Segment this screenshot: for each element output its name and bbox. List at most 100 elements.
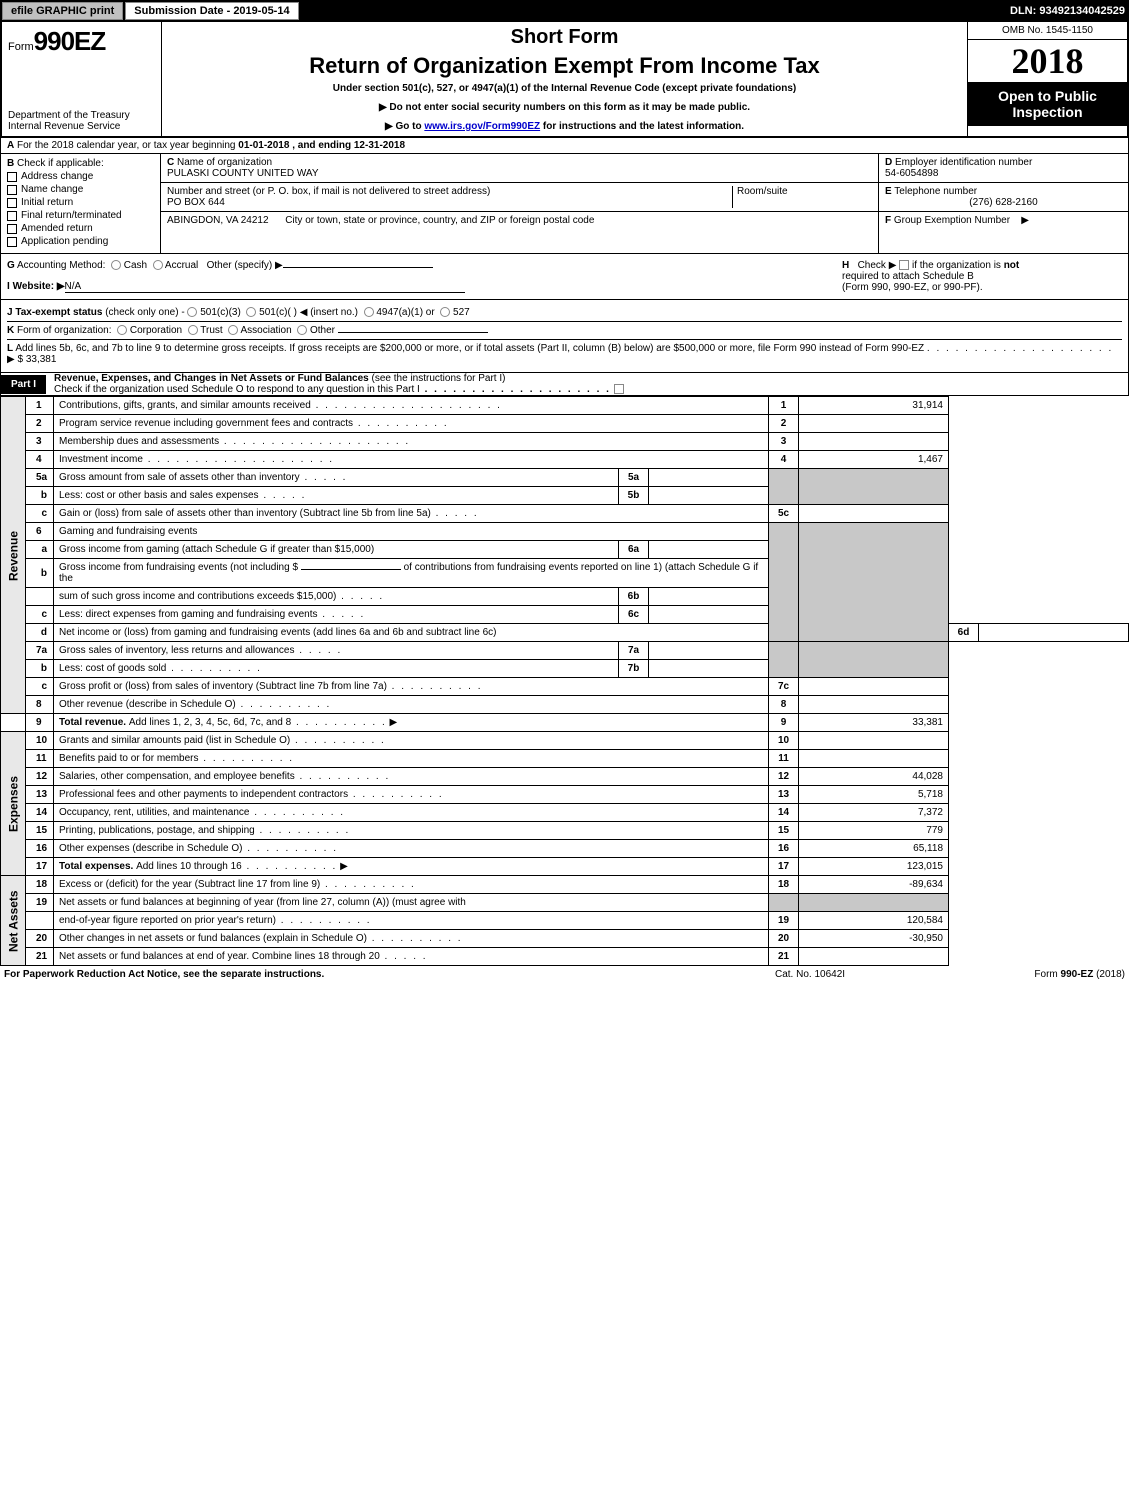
line-20: 20 Other changes in net assets or fund b… (1, 930, 1129, 948)
note-social-security: ▶ Do not enter social security numbers o… (166, 102, 963, 113)
line-5c-value (799, 505, 949, 523)
line-16-value: 65,118 (799, 840, 949, 858)
form-number: Form990EZ (8, 26, 155, 57)
line-3-value (799, 433, 949, 451)
lines-table: Revenue 1 Contributions, gifts, grants, … (0, 396, 1129, 966)
line-5a-value (649, 469, 769, 487)
part-1-header: Part I Revenue, Expenses, and Changes in… (0, 373, 1129, 396)
section-h: H Check ▶ if the organization is not req… (842, 260, 1122, 293)
radio-501c[interactable] (246, 307, 256, 317)
line-7a: 7a Gross sales of inventory, less return… (1, 642, 1129, 660)
dln-number: DLN: 93492134042529 (1010, 5, 1125, 17)
radio-trust[interactable] (188, 325, 198, 335)
line-6: 6 Gaming and fundraising events (1, 523, 1129, 541)
page-footer: For Paperwork Reduction Act Notice, see … (0, 966, 1129, 983)
line-16: 16 Other expenses (describe in Schedule … (1, 840, 1129, 858)
radio-association[interactable] (228, 325, 238, 335)
radio-other-org[interactable] (297, 325, 307, 335)
section-jkl: J Tax-exempt status (check only one) - 5… (0, 300, 1129, 373)
line-19-1: 19 Net assets or fund balances at beginn… (1, 894, 1129, 912)
line-8-value (799, 696, 949, 714)
checkbox-icon (7, 237, 17, 247)
open-to-public: Open to Public Inspection (968, 82, 1127, 126)
radio-corporation[interactable] (117, 325, 127, 335)
section-b: B Check if applicable: Address change Na… (1, 154, 161, 253)
paperwork-notice: For Paperwork Reduction Act Notice, see … (4, 969, 775, 980)
gross-receipts-value: $ 33,381 (17, 354, 56, 365)
radio-cash[interactable] (111, 260, 121, 270)
line-11-value (799, 750, 949, 768)
section-def: D Employer identification number 54-6054… (878, 154, 1128, 253)
line-1-value: 31,914 (799, 397, 949, 415)
checkbox-schedule-b[interactable] (899, 260, 909, 270)
line-18: Net Assets 18 Excess or (deficit) for th… (1, 876, 1129, 894)
line-6a-value (649, 541, 769, 559)
tax-year: 2018 (968, 40, 1127, 82)
line-6c-value (649, 606, 769, 624)
sidebar-expenses: Expenses (1, 732, 26, 876)
submission-date: Submission Date - 2019-05-14 (125, 2, 298, 20)
line-10-value (799, 732, 949, 750)
line-6d: d Net income or (loss) from gaming and f… (1, 624, 1129, 642)
radio-501c3[interactable] (187, 307, 197, 317)
line-1: Revenue 1 Contributions, gifts, grants, … (1, 397, 1129, 415)
check-initial-return[interactable]: Initial return (7, 197, 154, 208)
ein-value: 54-6054898 (885, 168, 938, 179)
check-final-return[interactable]: Final return/terminated (7, 210, 154, 221)
line-14-value: 7,372 (799, 804, 949, 822)
section-e: E Telephone number (276) 628-2160 (879, 183, 1128, 212)
fundraising-amount-input[interactable] (301, 569, 401, 570)
top-bar: efile GRAPHIC print Submission Date - 20… (0, 0, 1129, 22)
check-name-change[interactable]: Name change (7, 184, 154, 195)
line-10: Expenses 10 Grants and similar amounts p… (1, 732, 1129, 750)
org-name: PULASKI COUNTY UNITED WAY (167, 168, 319, 179)
checkbox-icon (7, 198, 17, 208)
return-title: Return of Organization Exempt From Incom… (166, 53, 963, 79)
checkbox-icon (7, 172, 17, 182)
radio-527[interactable] (440, 307, 450, 317)
radio-accrual[interactable] (153, 260, 163, 270)
section-j: J Tax-exempt status (check only one) - 5… (7, 307, 1122, 318)
line-4-value: 1,467 (799, 451, 949, 469)
line-5b: b Less: cost or other basis and sales ex… (1, 487, 1129, 505)
other-specify-input[interactable] (283, 267, 433, 268)
line-9-value: 33,381 (799, 714, 949, 732)
line-12-value: 44,028 (799, 768, 949, 786)
line-7c-value (799, 678, 949, 696)
section-i: I Website: ▶N/A (7, 281, 842, 293)
line-3: 3 Membership dues and assessments 3 (1, 433, 1129, 451)
phone-value: (276) 628-2160 (885, 197, 1122, 208)
section-ghi: G Accounting Method: Cash Accrual Other … (0, 254, 1129, 300)
checkbox-icon (7, 211, 17, 221)
irs-link[interactable]: www.irs.gov/Form990EZ (424, 121, 540, 132)
check-application-pending[interactable]: Application pending (7, 236, 154, 247)
checkbox-icon (7, 185, 17, 195)
section-c: C Name of organization PULASKI COUNTY UN… (161, 154, 878, 253)
line-7b: b Less: cost of goods sold 7b (1, 660, 1129, 678)
section-a: A For the 2018 calendar year, or tax yea… (0, 138, 1129, 154)
radio-4947[interactable] (364, 307, 374, 317)
line-17: 17 Total expenses. Add lines 10 through … (1, 858, 1129, 876)
section-g: G Accounting Method: Cash Accrual Other … (7, 260, 842, 271)
department: Department of the Treasury Internal Reve… (8, 110, 155, 132)
line-19-2: end-of-year figure reported on prior yea… (1, 912, 1129, 930)
other-org-input[interactable] (338, 332, 488, 333)
header-left: Form990EZ Department of the Treasury Int… (2, 22, 162, 136)
line-6b-2: sum of such gross income and contributio… (1, 588, 1129, 606)
sidebar-revenue: Revenue (1, 397, 26, 714)
checkbox-schedule-o[interactable] (614, 384, 624, 394)
section-bcdef: B Check if applicable: Address change Na… (0, 154, 1129, 254)
line-6a: a Gross income from gaming (attach Sched… (1, 541, 1129, 559)
check-address-change[interactable]: Address change (7, 171, 154, 182)
line-2: 2 Program service revenue including gove… (1, 415, 1129, 433)
line-13-value: 5,718 (799, 786, 949, 804)
check-amended-return[interactable]: Amended return (7, 223, 154, 234)
section-f: F Group Exemption Number ▶ (879, 212, 1128, 253)
efile-print-button[interactable]: efile GRAPHIC print (2, 2, 123, 20)
room-suite: Room/suite (732, 186, 872, 208)
line-2-value (799, 415, 949, 433)
part-label: Part I (1, 375, 46, 394)
line-6b-1: b Gross income from fundraising events (… (1, 559, 1129, 588)
line-17-value: 123,015 (799, 858, 949, 876)
line-9: 9 Total revenue. Add lines 1, 2, 3, 4, 5… (1, 714, 1129, 732)
